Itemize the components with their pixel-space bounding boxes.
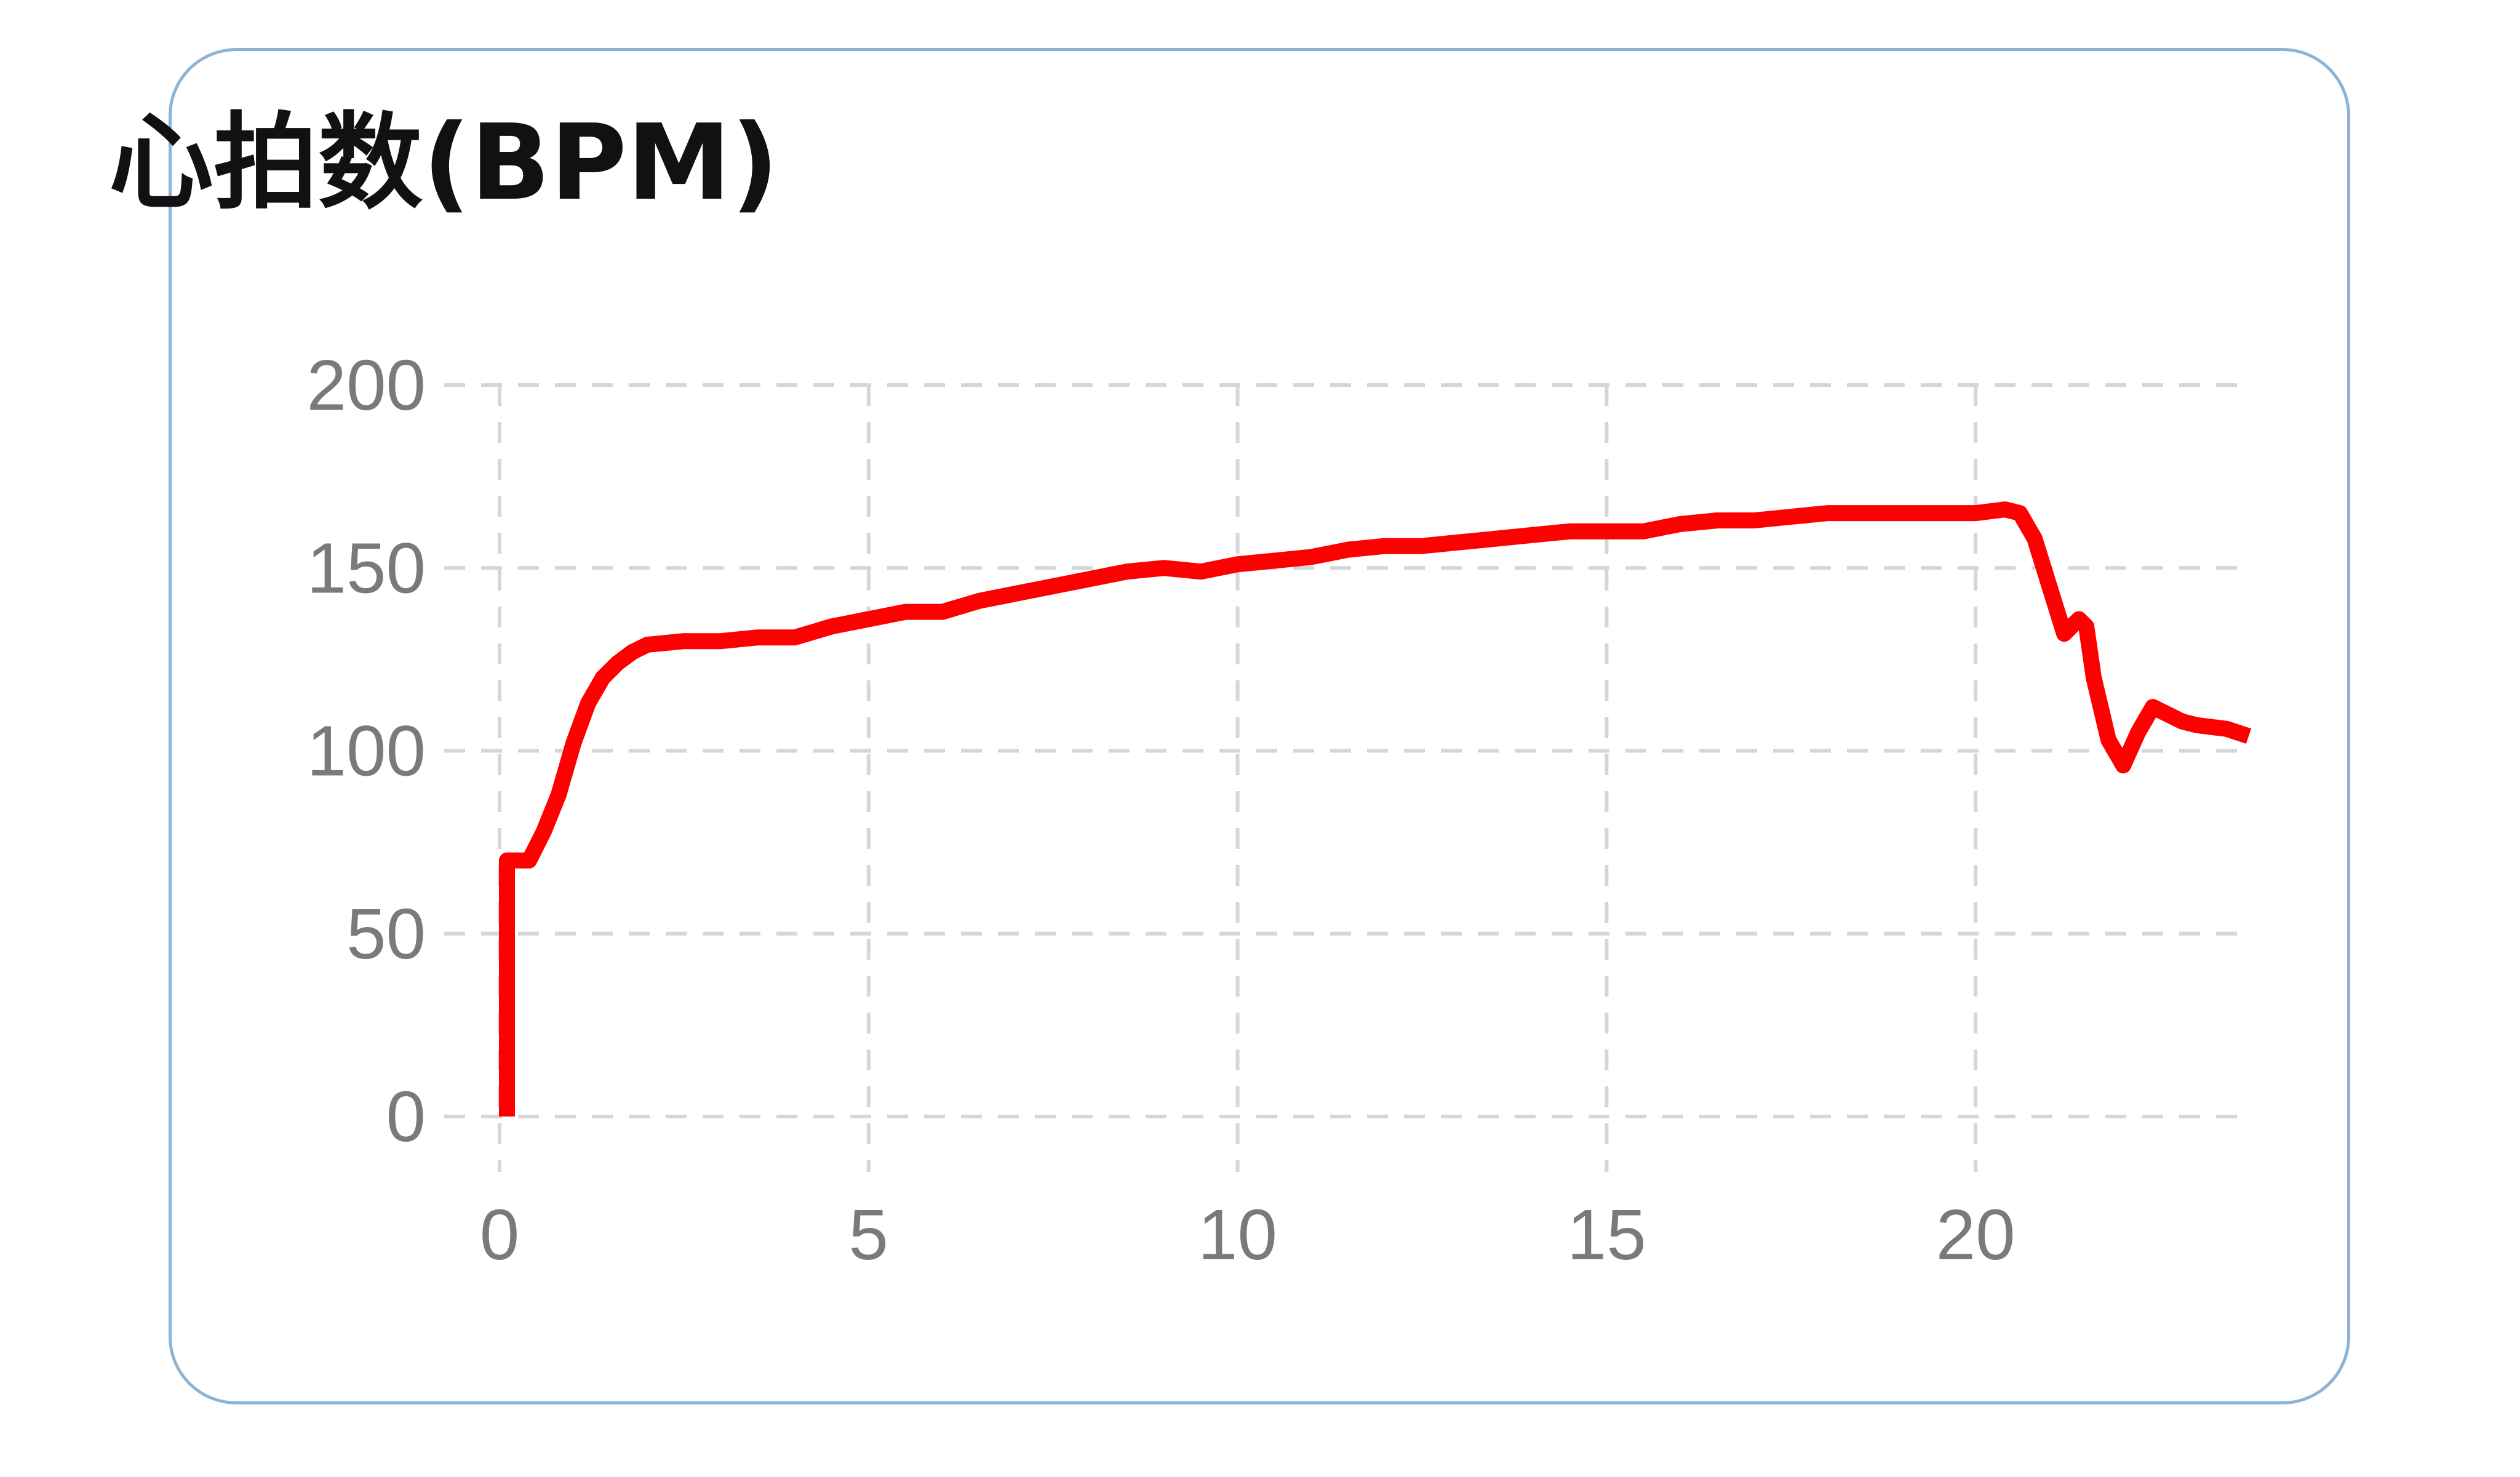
y-tick-label: 200 bbox=[306, 345, 426, 425]
x-tick-label: 5 bbox=[849, 1195, 889, 1275]
x-tick-label: 15 bbox=[1567, 1195, 1646, 1275]
y-tick-label: 0 bbox=[386, 1077, 426, 1157]
x-tick-label: 0 bbox=[480, 1195, 520, 1275]
y-tick-label: 100 bbox=[306, 711, 426, 791]
chart-card bbox=[169, 48, 2350, 1404]
y-tick-label: 150 bbox=[306, 528, 426, 608]
chart-title: 心拍数(BPM) bbox=[109, 102, 779, 224]
x-tick-label: 20 bbox=[1936, 1195, 2016, 1275]
y-tick-label: 50 bbox=[346, 894, 426, 974]
heart-rate-series-line bbox=[499, 501, 2252, 1117]
x-tick-label: 10 bbox=[1198, 1195, 1277, 1275]
